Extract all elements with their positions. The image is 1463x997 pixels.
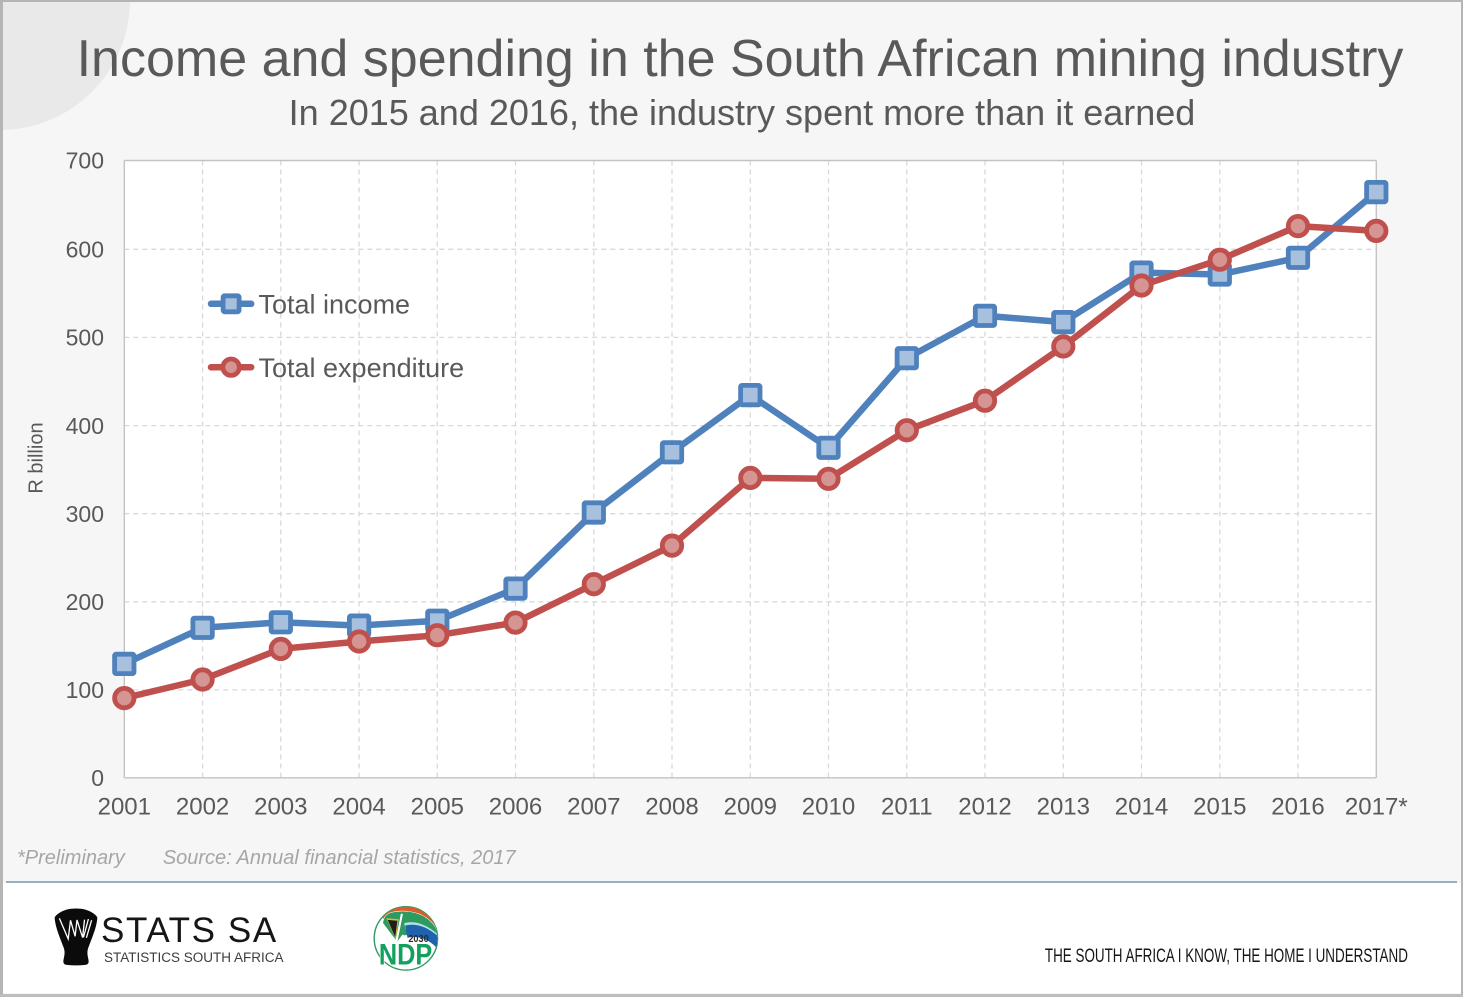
- svg-text:2003: 2003: [254, 794, 307, 821]
- svg-text:0: 0: [91, 765, 104, 791]
- svg-text:200: 200: [66, 589, 104, 615]
- svg-text:R billion: R billion: [26, 422, 48, 493]
- svg-text:2015: 2015: [1193, 794, 1246, 821]
- svg-text:2005: 2005: [411, 794, 464, 821]
- svg-text:Total expenditure: Total expenditure: [259, 353, 465, 383]
- svg-text:2002: 2002: [176, 794, 229, 821]
- svg-text:100: 100: [66, 677, 104, 703]
- svg-text:2001: 2001: [98, 794, 151, 821]
- svg-text:2014: 2014: [1115, 794, 1168, 821]
- svg-text:2009: 2009: [724, 794, 777, 821]
- svg-text:500: 500: [66, 325, 104, 351]
- svg-text:2007: 2007: [567, 794, 620, 821]
- svg-text:400: 400: [66, 413, 104, 439]
- svg-text:300: 300: [66, 501, 104, 527]
- svg-text:Total income: Total income: [259, 290, 411, 320]
- svg-text:2010: 2010: [802, 794, 855, 821]
- svg-text:NDP: NDP: [379, 938, 432, 971]
- svg-text:2012: 2012: [958, 794, 1011, 821]
- svg-text:700: 700: [66, 148, 104, 174]
- svg-text:2030: 2030: [408, 934, 429, 945]
- svg-text:2013: 2013: [1037, 794, 1090, 821]
- svg-text:2008: 2008: [645, 794, 698, 821]
- svg-text:2017*: 2017*: [1345, 794, 1408, 821]
- svg-text:600: 600: [66, 237, 104, 263]
- svg-text:2004: 2004: [332, 794, 385, 821]
- svg-text:2006: 2006: [489, 794, 542, 821]
- svg-text:2011: 2011: [881, 794, 933, 821]
- svg-text:2016: 2016: [1271, 794, 1324, 821]
